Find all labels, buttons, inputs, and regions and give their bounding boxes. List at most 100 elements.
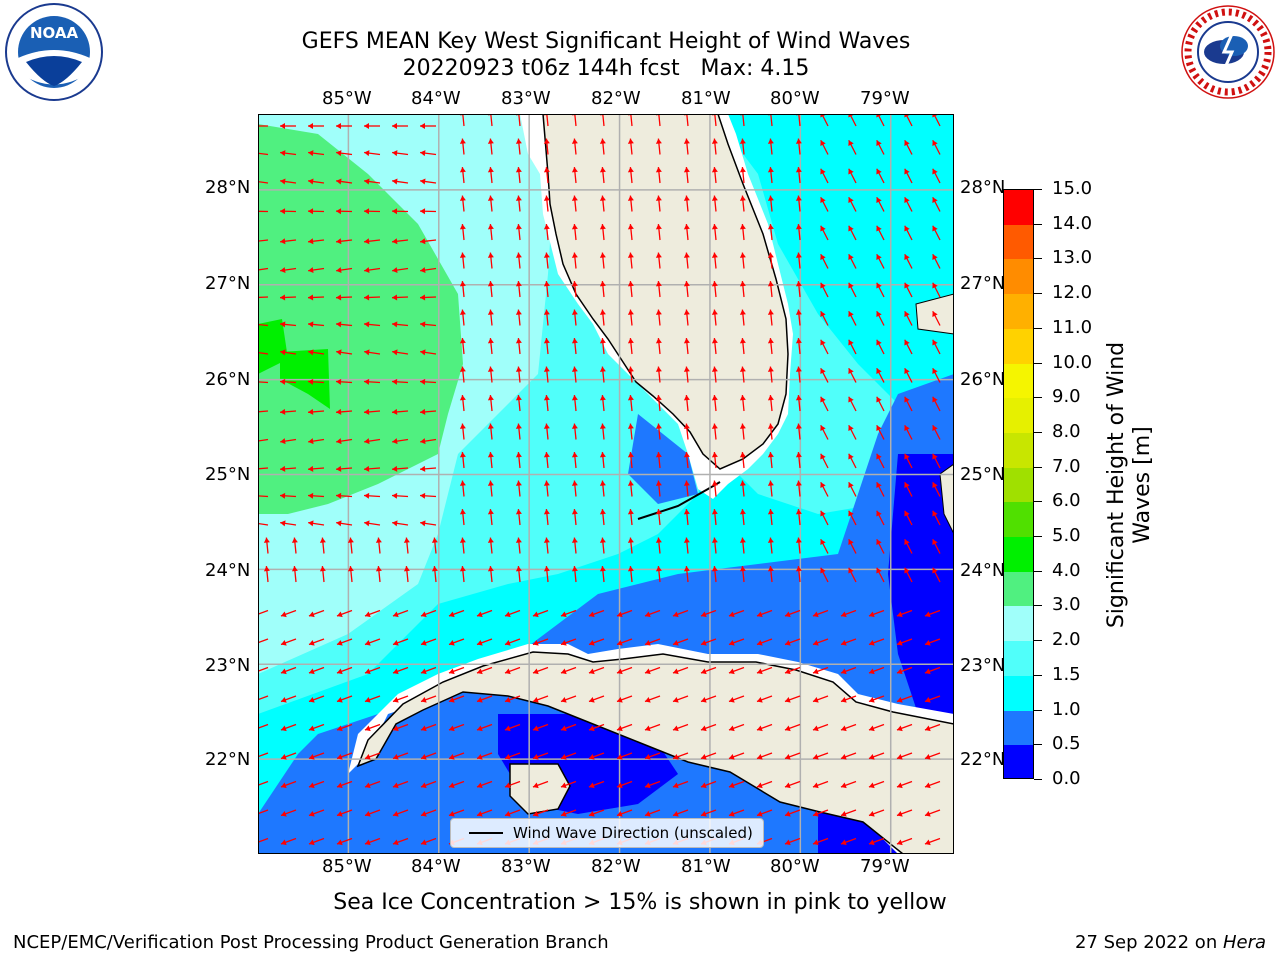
- wave-direction-arrowhead: [504, 725, 511, 732]
- wave-direction-arrowhead: [655, 195, 662, 201]
- colorbar-tick-label: 13.0: [1052, 247, 1093, 269]
- wave-direction-arrowhead: [336, 810, 343, 817]
- wave-direction-arrowhead: [459, 480, 466, 486]
- wave-direction-arrowhead: [364, 753, 371, 760]
- land-cuba: [356, 651, 954, 854]
- wave-direction-arrowhead: [308, 465, 314, 472]
- colorbar-tick-mark: [1034, 223, 1042, 225]
- wave-direction-arrowhead: [532, 753, 539, 760]
- wave-direction-arrowhead: [364, 839, 371, 846]
- wave-direction-arrowhead: [820, 197, 826, 204]
- wave-direction-arrowhead: [876, 225, 882, 232]
- wave-direction-arrowhead: [364, 178, 370, 185]
- wave-direction-arrowhead: [543, 309, 550, 315]
- wave-direction-arrow: [258, 837, 269, 843]
- wave-direction-arrowhead: [336, 725, 343, 732]
- wave-direction-arrowhead: [487, 195, 494, 201]
- colorbar-band: [1004, 641, 1033, 676]
- wave-direction-arrowhead: [932, 453, 938, 460]
- wave-direction-arrowhead: [876, 197, 882, 204]
- colorbar-band: [1004, 606, 1033, 642]
- wave-direction-arrowhead: [532, 810, 539, 817]
- wave-direction-arrowhead: [560, 639, 567, 646]
- wave-direction-arrowhead: [739, 195, 746, 201]
- wave-direction-arrowhead: [683, 309, 690, 315]
- wave-direction-arrowhead: [599, 195, 606, 201]
- wave-direction-arrowhead: [392, 123, 397, 129]
- wave-direction-arrowhead: [767, 566, 774, 572]
- wave-direction-arrowhead: [364, 123, 369, 129]
- wave-direction-arrowhead: [336, 639, 343, 646]
- wave-direction-arrowhead: [904, 567, 910, 574]
- wave-direction-arrowhead: [739, 452, 746, 458]
- wave-direction-arrowhead: [711, 195, 718, 201]
- wave-direction-arrowhead: [672, 611, 679, 618]
- wave-direction-arrowhead: [420, 782, 427, 789]
- wave-direction-arrowhead: [672, 810, 679, 817]
- wave-direction-arrowhead: [364, 321, 370, 328]
- wave-direction-arrowhead: [403, 566, 410, 572]
- wave-direction-arrowhead: [924, 782, 931, 789]
- wave-direction-arrowhead: [420, 294, 426, 301]
- wave-direction-arrowhead: [924, 839, 931, 846]
- wave-direction-arrowhead: [616, 753, 623, 760]
- lat-label-right-22: 22°N: [960, 749, 1006, 770]
- wave-direction-arrowhead: [868, 725, 875, 732]
- wave-direction-arrowhead: [820, 453, 826, 460]
- wave-direction-arrowhead: [739, 537, 746, 543]
- wave-direction-arrowhead: [896, 696, 903, 703]
- wave-direction-arrowhead: [459, 509, 466, 515]
- lon-label-bottom-84: 84°W: [411, 856, 461, 877]
- wave-direction-arrow: [574, 114, 577, 127]
- wave-direction-arrowhead: [476, 725, 483, 732]
- wave-direction-arrowhead: [476, 668, 483, 675]
- wave-direction-arrowhead: [599, 452, 606, 458]
- wave-direction-arrowhead: [280, 123, 285, 129]
- wave-direction-arrowhead: [392, 408, 398, 415]
- wave-direction-arrowhead: [308, 782, 315, 789]
- wave-direction-arrowhead: [848, 254, 854, 261]
- wave-direction-arrowhead: [739, 167, 746, 173]
- lat-label-left-22: 22°N: [205, 749, 251, 770]
- wave-direction-arrowhead: [515, 537, 522, 543]
- wave-direction-arrowhead: [515, 309, 522, 315]
- wave-direction-arrowhead: [336, 267, 342, 274]
- wave-direction-arrow: [258, 351, 269, 355]
- wave-direction-arrowhead: [868, 611, 875, 618]
- wave-direction-arrowhead: [904, 539, 910, 546]
- wave-direction-arrowhead: [932, 368, 938, 375]
- wave-direction-arrowhead: [515, 480, 522, 486]
- wave-direction-arrowhead: [280, 492, 286, 499]
- wave-direction-arrowhead: [644, 611, 651, 618]
- wave-direction-arrowhead: [683, 252, 690, 258]
- wave-direction-arrowhead: [876, 482, 882, 489]
- colorbar-tick-label: 4.0: [1052, 559, 1081, 581]
- wave-direction-arrowhead: [820, 168, 826, 175]
- wave-direction-arrowhead: [476, 639, 483, 646]
- wave-direction-arrowhead: [728, 668, 735, 675]
- wave-direction-arrow: [258, 522, 269, 526]
- wave-direction-arrowhead: [392, 438, 398, 445]
- lon-label-top-81: 81°W: [681, 88, 731, 109]
- wave-direction-arrow: [258, 267, 269, 271]
- wave-direction-arrowhead: [756, 611, 763, 618]
- wave-direction-arrowhead: [392, 725, 399, 732]
- wave-direction-arrowhead: [932, 396, 938, 403]
- wave-direction-arrowhead: [420, 839, 427, 846]
- wave-direction-arrowhead: [571, 423, 578, 429]
- wave-direction-arrowhead: [904, 510, 910, 517]
- wave-direction-arrowhead: [336, 520, 342, 527]
- wave-direction-arrowhead: [795, 138, 802, 144]
- wave-direction-arrowhead: [392, 639, 399, 646]
- wave-direction-arrowhead: [767, 366, 774, 372]
- wave-direction-arrow: [258, 809, 269, 815]
- wave-direction-arrowhead: [795, 509, 802, 515]
- wave-direction-arrowhead: [756, 810, 763, 817]
- wave-direction-arrowhead: [543, 252, 550, 258]
- wave-direction-arrowhead: [504, 611, 511, 618]
- colorbar-tick-mark: [1034, 362, 1042, 364]
- colorbar-tick-mark: [1034, 327, 1042, 329]
- wave-direction-arrow: [258, 323, 269, 327]
- wave-direction-arrowhead: [616, 668, 623, 675]
- wave-direction-arrowhead: [280, 465, 286, 472]
